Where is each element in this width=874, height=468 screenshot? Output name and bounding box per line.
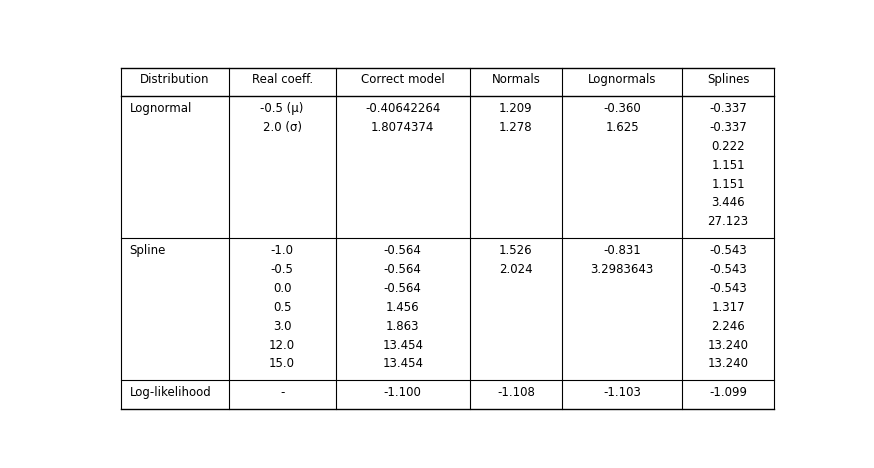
Text: 1.625: 1.625 [605, 121, 639, 134]
Text: 1.151: 1.151 [711, 177, 745, 190]
Text: -: - [280, 386, 284, 399]
Text: 13.454: 13.454 [382, 338, 423, 351]
Text: 0.0: 0.0 [273, 282, 291, 295]
Text: 12.0: 12.0 [269, 338, 295, 351]
Text: 1.151: 1.151 [711, 159, 745, 172]
Text: 1.278: 1.278 [499, 121, 533, 134]
Text: 3.2983643: 3.2983643 [591, 263, 654, 276]
Text: Correct model: Correct model [361, 73, 445, 87]
Text: Splines: Splines [707, 73, 749, 87]
Text: 2.0 (σ): 2.0 (σ) [263, 121, 302, 134]
Text: -0.543: -0.543 [709, 282, 747, 295]
Text: Real coeff.: Real coeff. [252, 73, 313, 87]
Text: -0.337: -0.337 [709, 102, 747, 115]
Text: Distribution: Distribution [140, 73, 210, 87]
Text: -0.40642264: -0.40642264 [365, 102, 440, 115]
Text: -0.564: -0.564 [384, 282, 421, 295]
Text: -0.831: -0.831 [603, 244, 641, 257]
Text: -0.543: -0.543 [709, 244, 747, 257]
Text: -1.099: -1.099 [709, 386, 747, 399]
Text: 3.0: 3.0 [273, 320, 291, 333]
Text: 2.024: 2.024 [499, 263, 533, 276]
Text: 0.222: 0.222 [711, 139, 745, 153]
Text: 27.123: 27.123 [708, 215, 749, 228]
Text: Normals: Normals [491, 73, 540, 87]
Text: 1.863: 1.863 [386, 320, 420, 333]
Text: Lognormals: Lognormals [588, 73, 656, 87]
Text: 1.209: 1.209 [499, 102, 533, 115]
Text: Spline: Spline [129, 244, 166, 257]
Text: 1.317: 1.317 [711, 300, 745, 314]
Text: 1.526: 1.526 [499, 244, 533, 257]
Text: 1.8074374: 1.8074374 [371, 121, 434, 134]
Text: 3.446: 3.446 [711, 197, 745, 210]
Text: -0.564: -0.564 [384, 244, 421, 257]
Text: 1.456: 1.456 [385, 300, 420, 314]
Text: -1.103: -1.103 [603, 386, 641, 399]
Text: -0.564: -0.564 [384, 263, 421, 276]
Text: 2.246: 2.246 [711, 320, 745, 333]
Text: 15.0: 15.0 [269, 358, 295, 371]
Text: -0.337: -0.337 [709, 121, 747, 134]
Text: -0.5: -0.5 [271, 263, 294, 276]
Text: -0.360: -0.360 [603, 102, 641, 115]
Text: -1.108: -1.108 [497, 386, 535, 399]
Text: -0.5 (μ): -0.5 (μ) [260, 102, 304, 115]
Text: Log-likelihood: Log-likelihood [129, 386, 212, 399]
Text: -1.100: -1.100 [384, 386, 421, 399]
Text: -0.543: -0.543 [709, 263, 747, 276]
Text: 13.240: 13.240 [708, 338, 748, 351]
Text: 13.454: 13.454 [382, 358, 423, 371]
Text: Lognormal: Lognormal [129, 102, 192, 115]
Text: 13.240: 13.240 [708, 358, 748, 371]
Text: -1.0: -1.0 [271, 244, 294, 257]
Text: 0.5: 0.5 [273, 300, 291, 314]
